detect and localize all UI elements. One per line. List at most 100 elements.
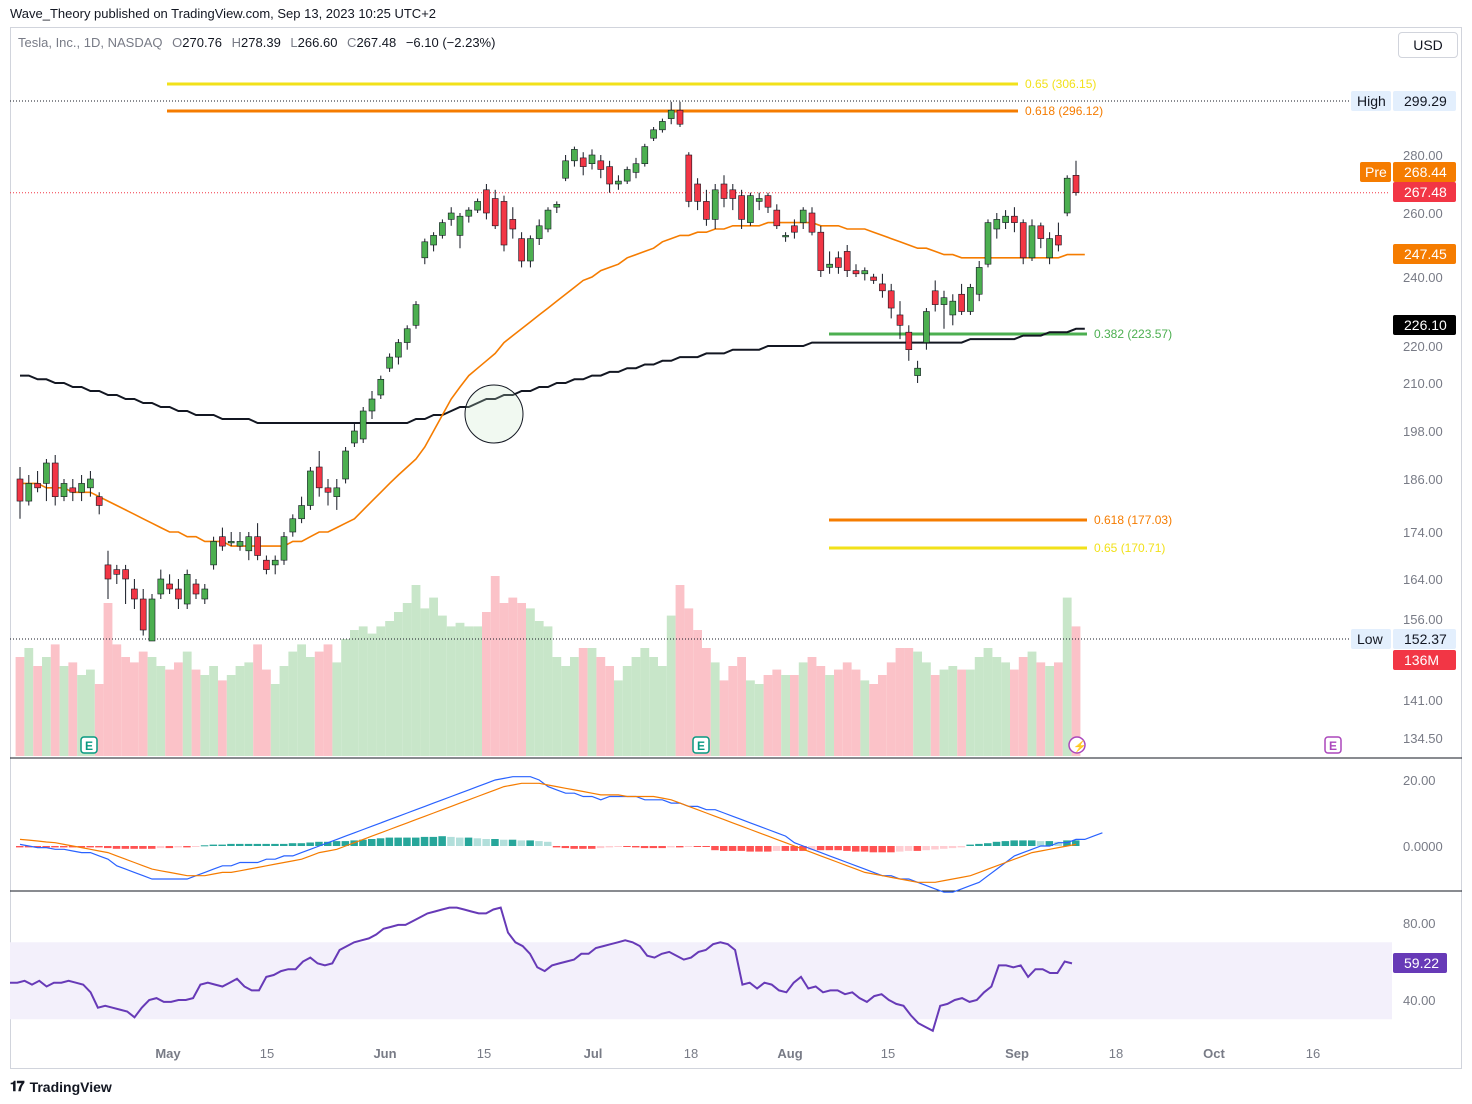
volume-bar — [411, 585, 421, 756]
macd-histogram-bar — [174, 846, 182, 848]
volume-bar — [402, 603, 412, 756]
candle-body — [78, 483, 85, 493]
macd-histogram-bar — [781, 846, 790, 851]
volume-bar — [1062, 597, 1072, 756]
macd-histogram-bar — [825, 846, 834, 851]
volume-bar — [543, 626, 553, 756]
macd-histogram-bar — [271, 843, 279, 846]
candle-body — [439, 222, 446, 236]
price-badge-value: 152.37 — [1404, 631, 1447, 647]
volume-bar — [499, 603, 509, 756]
macd-histogram-bar — [755, 846, 763, 852]
volume-bar — [675, 585, 685, 756]
tradingview-footer[interactable]: 𝟏𝟕 TradingView — [10, 1078, 112, 1095]
candle-body — [808, 212, 816, 233]
macd-histogram-bar — [77, 846, 86, 848]
volume-bar — [957, 669, 966, 756]
open-value: 270.76 — [182, 35, 223, 50]
volume-bar — [1071, 626, 1081, 756]
macd-histogram-bar — [693, 846, 702, 847]
candle-body — [315, 466, 323, 489]
fib-level-label: 0.382 (223.57) — [1094, 327, 1172, 341]
macd-axis-tick: 20.00 — [1403, 773, 1436, 788]
candle-body — [843, 251, 851, 271]
volume-bar — [983, 648, 993, 756]
macd-line — [19, 776, 1103, 893]
volume-bar — [570, 657, 579, 756]
candle-body — [879, 283, 886, 292]
earnings-marker-icon — [80, 736, 98, 754]
macd-histogram-bar — [473, 838, 482, 846]
volume-bar — [798, 662, 808, 756]
volume-bar — [878, 675, 887, 756]
macd-histogram-bar — [640, 846, 649, 849]
earnings-marker-icon — [692, 736, 710, 754]
macd-histogram-bar — [966, 844, 974, 846]
volume-bar — [42, 657, 51, 756]
macd-histogram-bar — [570, 846, 578, 849]
price-badge-value: 226.10 — [1404, 317, 1447, 333]
volume-bar — [526, 608, 535, 756]
price-badge-value: 136M — [1404, 652, 1439, 668]
volume-bar — [350, 630, 359, 756]
candle-body — [60, 483, 68, 497]
price-badge-label: Pre — [1365, 164, 1387, 180]
macd-histogram-bar — [649, 846, 658, 849]
price-badge — [1393, 629, 1456, 649]
volume-bar — [147, 657, 157, 756]
volume-bar — [429, 597, 438, 756]
chart-frame — [10, 27, 1462, 1069]
candle-body — [720, 183, 728, 199]
fib-level-label: 0.65 (306.15) — [1025, 77, 1096, 91]
candle-body — [914, 367, 921, 376]
volume-bar — [895, 648, 905, 756]
candle-body — [333, 487, 341, 497]
candle-body — [738, 195, 745, 220]
time-axis-tick: Sep — [1005, 1046, 1029, 1061]
candle-body — [764, 195, 772, 208]
candle-body — [799, 209, 807, 223]
volume-bar — [1018, 657, 1028, 756]
candle-body — [219, 536, 226, 547]
macd-histogram-bar — [869, 846, 878, 853]
macd-histogram-bar — [42, 846, 50, 848]
macd-histogram-bar — [200, 845, 209, 847]
earnings-marker-label: E — [85, 739, 93, 753]
candle-body — [412, 304, 420, 326]
macd-histogram-bar — [1036, 841, 1045, 846]
candle-body — [456, 215, 464, 236]
candle-body — [465, 209, 473, 217]
volume-bar — [860, 680, 870, 756]
macd-histogram-bar — [218, 844, 226, 846]
symbol-name[interactable]: Tesla, Inc., 1D, NASDAQ — [18, 35, 163, 50]
candle-body — [87, 478, 94, 489]
volume-bar — [666, 615, 676, 756]
macd-histogram-bar — [420, 836, 429, 846]
price-badge-tag — [1360, 162, 1391, 182]
currency-button[interactable]: USD — [1398, 32, 1458, 58]
volume-bar — [235, 666, 245, 756]
candle-body — [386, 356, 393, 369]
macd-histogram-bar — [192, 846, 200, 847]
volume-bar — [834, 669, 843, 756]
volume-bar — [807, 657, 817, 756]
candle-body — [711, 189, 719, 220]
volume-bar — [1045, 666, 1054, 756]
price-axis-tick: 210.00 — [1403, 376, 1443, 391]
volume-bar — [746, 680, 755, 756]
candle-body — [324, 487, 332, 493]
candle-body — [694, 183, 701, 202]
macd-histogram-bar — [623, 846, 631, 847]
rsi-band — [10, 942, 1392, 1020]
candle-body — [210, 541, 217, 566]
macd-histogram-bar — [975, 843, 983, 846]
macd-histogram-bar — [341, 841, 350, 846]
candle-body — [1037, 225, 1045, 239]
macd-histogram-bar — [95, 846, 103, 848]
macd-histogram-bar — [236, 843, 244, 846]
macd-histogram-bar — [280, 843, 288, 846]
volume-bar — [587, 648, 597, 756]
volume-bar — [385, 621, 394, 756]
macd-histogram-bar — [931, 846, 939, 850]
macd-histogram-bar — [500, 839, 508, 846]
